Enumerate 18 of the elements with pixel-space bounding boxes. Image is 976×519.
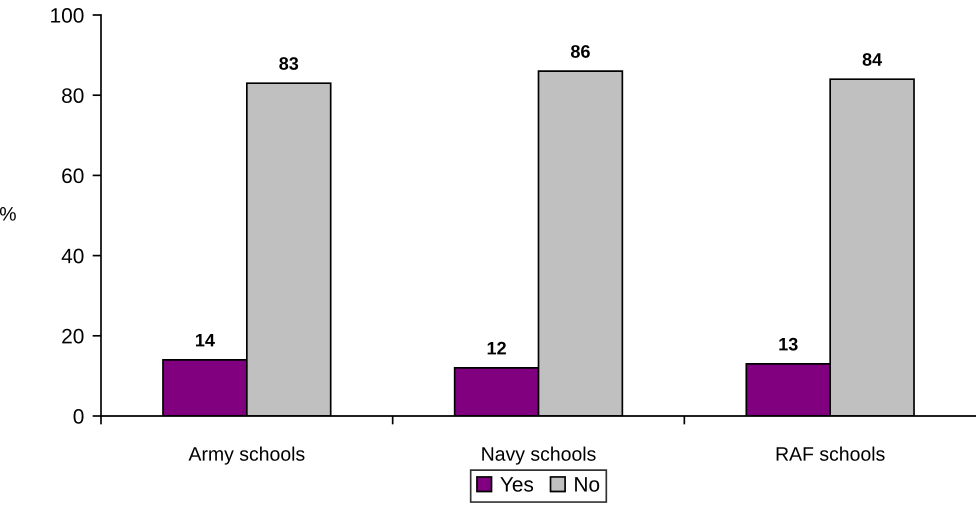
- data-label: 84: [862, 53, 882, 66]
- legend-label: Yes: [500, 477, 534, 492]
- data-label: 12: [488, 342, 506, 354]
- y-tick-label: 20: [62, 328, 84, 344]
- data-label: 13: [779, 338, 798, 351]
- x-tick-label: Navy schools: [482, 446, 596, 465]
- y-tick-label: 80: [62, 88, 84, 103]
- y-tick-label: 60: [62, 168, 84, 184]
- y-tick-label: 100: [51, 8, 84, 23]
- y-axis-title: %: [0, 207, 16, 221]
- y-tick-label: 0: [74, 409, 84, 424]
- x-tick-label: Army schools: [188, 446, 304, 465]
- y-tick-label: 40: [62, 248, 84, 264]
- data-label: 86: [570, 45, 590, 58]
- data-label: 14: [196, 334, 215, 346]
- data-label: 83: [279, 57, 298, 70]
- x-tick-label: RAF schools: [776, 446, 885, 461]
- legend-label: No: [575, 477, 600, 492]
